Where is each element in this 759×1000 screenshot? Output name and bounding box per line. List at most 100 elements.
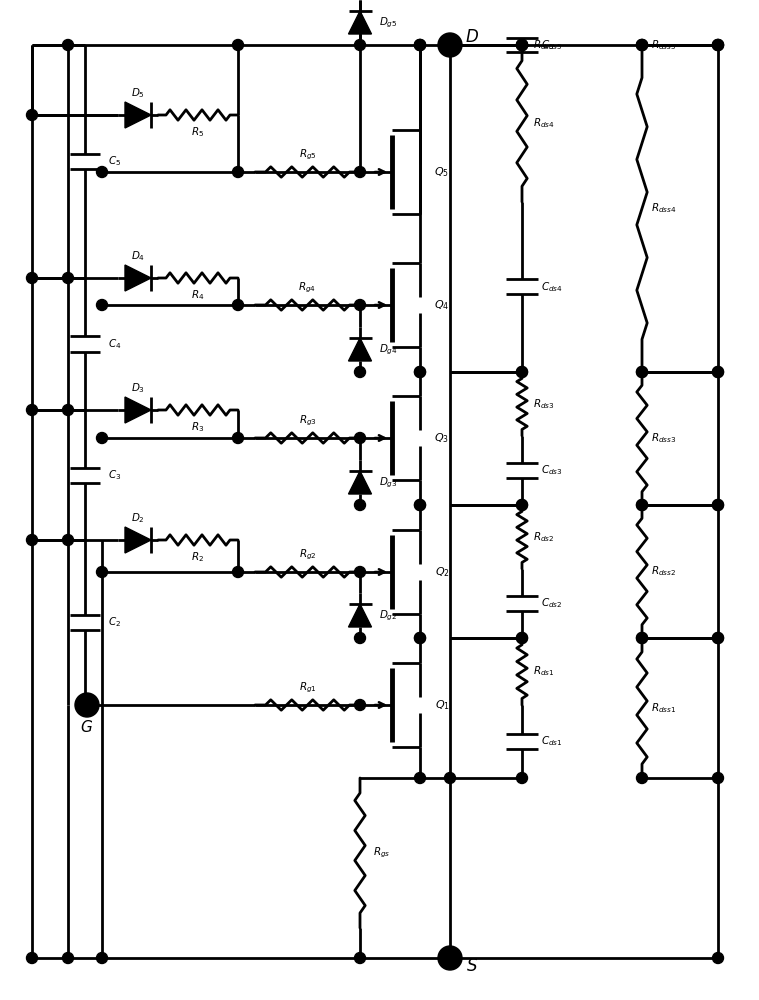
Circle shape [517,366,528,377]
Polygon shape [125,397,151,423]
Circle shape [637,39,647,50]
Circle shape [637,633,647,644]
Text: $D$: $D$ [465,28,479,46]
Circle shape [637,39,647,50]
Circle shape [354,432,366,444]
Text: $R_{dss5}$: $R_{dss5}$ [651,38,677,52]
Circle shape [62,404,74,416]
Circle shape [517,39,528,50]
Text: $R_2$: $R_2$ [191,551,204,564]
Circle shape [637,772,647,784]
Text: $C_{ds1}$: $C_{ds1}$ [541,735,563,748]
Text: $C_3$: $C_3$ [109,468,121,482]
Circle shape [414,499,426,510]
Circle shape [637,366,647,377]
Circle shape [62,39,74,50]
Text: $D_2$: $D_2$ [131,511,145,525]
Text: $R_{ds3}$: $R_{ds3}$ [533,397,555,411]
Text: $D_{g5}$: $D_{g5}$ [379,15,397,30]
Circle shape [414,39,426,50]
Polygon shape [125,527,151,553]
Circle shape [438,33,462,57]
Polygon shape [125,102,151,128]
Text: $R_{g4}$: $R_{g4}$ [298,280,317,295]
Circle shape [637,499,647,510]
Circle shape [354,499,366,510]
Text: $C_{ds2}$: $C_{ds2}$ [541,597,562,610]
Circle shape [713,366,723,377]
Circle shape [517,499,528,510]
Circle shape [27,109,37,120]
Text: $Q_3$: $Q_3$ [434,431,449,445]
Polygon shape [348,338,371,361]
Circle shape [713,952,723,964]
Circle shape [713,39,723,50]
Text: $C_2$: $C_2$ [109,616,121,629]
Text: $R_3$: $R_3$ [191,421,205,434]
Circle shape [517,39,528,50]
Polygon shape [125,265,151,291]
Circle shape [62,952,74,964]
Circle shape [354,166,366,178]
Circle shape [96,566,108,578]
Circle shape [517,499,528,510]
Text: $R_{ds4}$: $R_{ds4}$ [533,117,555,130]
Text: $Q_4$: $Q_4$ [434,298,449,312]
Circle shape [517,772,528,784]
Text: $D_{g2}$: $D_{g2}$ [379,608,397,623]
Circle shape [637,499,647,510]
Text: $Q_1$: $Q_1$ [434,698,449,712]
Circle shape [713,499,723,510]
Text: $R_{g5}$: $R_{g5}$ [298,147,317,162]
Text: $R_{g1}$: $R_{g1}$ [298,680,317,695]
Text: $R_5$: $R_5$ [191,126,205,139]
Circle shape [354,566,366,578]
Text: $R_{dss1}$: $R_{dss1}$ [651,701,677,715]
Circle shape [414,366,426,377]
Circle shape [354,300,366,310]
Polygon shape [348,604,371,627]
Circle shape [96,166,108,178]
Circle shape [445,772,455,784]
Polygon shape [348,471,371,494]
Text: $C_5$: $C_5$ [109,155,121,168]
Text: $R_{gs}$: $R_{gs}$ [373,846,391,860]
Text: $R_{g3}$: $R_{g3}$ [298,413,317,428]
Circle shape [414,633,426,644]
Text: $D_{g3}$: $D_{g3}$ [379,475,397,490]
Text: $R_{ds1}$: $R_{ds1}$ [534,665,555,678]
Circle shape [713,366,723,377]
Circle shape [96,952,108,964]
Circle shape [354,39,366,50]
Circle shape [637,366,647,377]
Circle shape [232,39,244,50]
Circle shape [354,366,366,377]
Circle shape [354,633,366,644]
Text: $R_{dss3}$: $R_{dss3}$ [651,432,677,445]
Circle shape [232,300,244,310]
Circle shape [713,633,723,644]
Circle shape [438,946,462,970]
Circle shape [354,952,366,964]
Circle shape [232,166,244,178]
Text: $C_{ds3}$: $C_{ds3}$ [541,464,563,477]
Circle shape [75,693,99,717]
Circle shape [517,633,528,644]
Circle shape [713,39,723,50]
Text: $D_{g4}$: $D_{g4}$ [379,342,398,357]
Circle shape [637,39,647,50]
Text: $R_{g2}$: $R_{g2}$ [299,547,317,562]
Circle shape [414,633,426,644]
Circle shape [96,432,108,444]
Polygon shape [348,11,371,34]
Circle shape [414,39,426,50]
Circle shape [713,633,723,644]
Circle shape [517,366,528,377]
Circle shape [637,633,647,644]
Text: $D_4$: $D_4$ [131,249,145,263]
Circle shape [414,366,426,377]
Circle shape [713,772,723,784]
Text: $Q_2$: $Q_2$ [435,565,449,579]
Circle shape [232,432,244,444]
Circle shape [517,633,528,644]
